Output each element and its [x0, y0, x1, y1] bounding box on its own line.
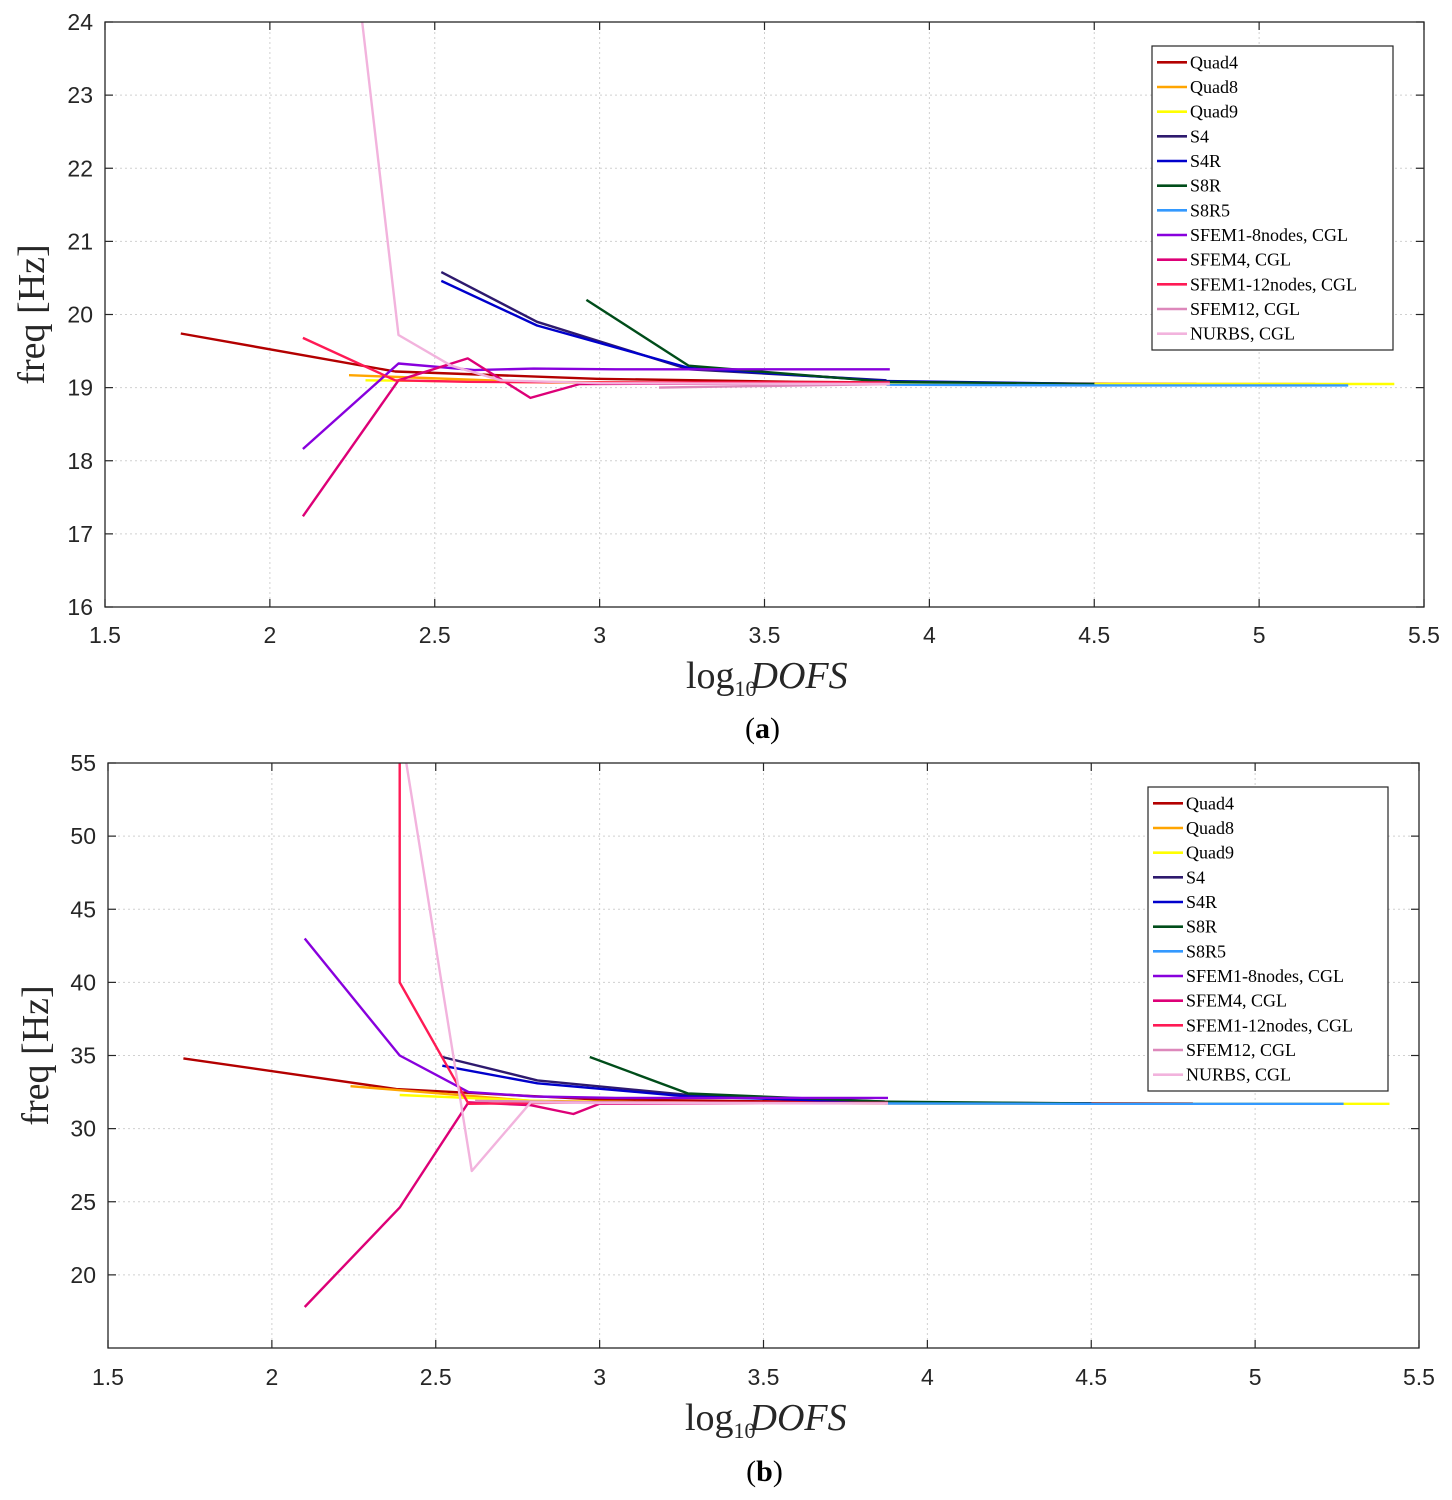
legend-label: Quad8	[1190, 77, 1238, 97]
legend-label: Quad8	[1186, 818, 1234, 838]
legend-label: SFEM12, CGL	[1186, 1040, 1296, 1060]
legend-label: S8R5	[1186, 941, 1226, 961]
x-tick-label: 2.5	[420, 1364, 452, 1390]
legend-label: S4	[1186, 867, 1205, 887]
x-tick-label: 5	[1253, 622, 1266, 648]
panel-caption: (a)	[745, 712, 780, 745]
series-line-7	[302, 362, 890, 450]
x-tick-label: 2	[263, 622, 276, 648]
x-tick-label: 4.5	[1078, 622, 1110, 648]
x-tick-label: 4.5	[1075, 1364, 1107, 1390]
x-tick-label: 4	[923, 622, 936, 648]
chart-panel-b: 1.5 2 2.5 3 3.5 4 4.5 5 5.5 20 25 30 35 40 45 50 55 log 10…	[15, 750, 1435, 1488]
legend-box	[1147, 786, 1389, 1092]
legend-label: S8R	[1190, 176, 1221, 196]
x-tick-label: 5.5	[1403, 1364, 1435, 1390]
series-line-11	[405, 763, 889, 1173]
chart-panel-a: 1.5 2 2.5 3 3.5 4 4.5 5 5.5 16 17 18 19 20 21 22 23 24 log…	[11, 9, 1440, 745]
legend-label: SFEM1-8nodes, CGL	[1190, 225, 1348, 245]
x-axis-label-subscript: 10	[734, 1418, 756, 1443]
x-tick-label: 2	[265, 1364, 278, 1390]
x-tick-label: 2.5	[419, 622, 451, 648]
y-tick-label: 45	[70, 896, 96, 922]
y-tick-label: 22	[67, 155, 93, 181]
legend-label: SFEM12, CGL	[1190, 299, 1300, 319]
y-tick-label: 35	[70, 1043, 96, 1069]
y-tick-label: 50	[70, 823, 96, 849]
legend-label: S4	[1190, 126, 1209, 146]
legend-label: Quad4	[1190, 52, 1238, 72]
y-tick-label: 30	[70, 1116, 96, 1142]
x-axis-label-log: log	[686, 655, 735, 697]
y-tick-label: 18	[67, 448, 93, 474]
x-tick-label: 3	[593, 1364, 606, 1390]
legend-label: S8R	[1186, 917, 1217, 937]
legend-label: Quad4	[1186, 793, 1234, 813]
legend-label: S8R5	[1190, 200, 1230, 220]
series-line-7	[303, 937, 888, 1100]
legend-label: SFEM4, CGL	[1190, 250, 1291, 270]
legend-label: SFEM1-8nodes, CGL	[1186, 966, 1344, 986]
legend: Quad4 Quad8 Quad9 S4 S4R S8R S8R5 SFEM1-8nodes,…	[1151, 45, 1394, 351]
legend-label: S4R	[1186, 892, 1217, 912]
x-tick-label: 3.5	[749, 622, 781, 648]
legend-label: Quad9	[1190, 102, 1238, 122]
x-axis-label-var: DOFS	[750, 655, 848, 697]
y-tick-label: 17	[67, 521, 93, 547]
y-tick-label: 20	[67, 302, 93, 328]
y-tick-label: 23	[67, 82, 93, 108]
series-line-11	[361, 22, 890, 386]
x-tick-label: 4	[921, 1364, 934, 1390]
series-group	[180, 22, 1395, 517]
x-tick-label: 3.5	[748, 1364, 780, 1390]
y-axis-label: freq [Hz]	[15, 985, 57, 1125]
x-tick-label: 5	[1249, 1364, 1262, 1390]
x-tick-label: 5.5	[1408, 622, 1440, 648]
series-line-5	[585, 298, 1095, 386]
x-axis-label-subscript: 10	[735, 676, 757, 701]
legend-box	[1151, 45, 1394, 351]
y-tick-label: 24	[67, 9, 93, 35]
legend-label: SFEM4, CGL	[1186, 991, 1287, 1011]
series-line-6	[886, 383, 1349, 387]
legend: Quad4 Quad8 Quad9 S4 S4R S8R S8R5 SFEM1-8nodes,…	[1147, 786, 1389, 1092]
x-tick-label: 3	[593, 622, 606, 648]
legend-label: S4R	[1190, 151, 1221, 171]
y-tick-label: 20	[70, 1262, 96, 1288]
y-tick-label: 55	[70, 750, 96, 776]
series-group	[183, 763, 1390, 1308]
y-axis-label: freq [Hz]	[11, 244, 53, 384]
legend-label: SFEM1-12nodes, CGL	[1190, 274, 1357, 294]
x-axis-label-log: log	[685, 1397, 734, 1439]
y-tick-label: 40	[70, 969, 96, 995]
y-tick-label: 19	[67, 375, 93, 401]
y-tick-label: 25	[70, 1189, 96, 1215]
legend-label: NURBS, CGL	[1186, 1065, 1291, 1085]
panel-caption: (b)	[746, 1455, 783, 1488]
legend-label: Quad9	[1186, 843, 1234, 863]
legend-label: NURBS, CGL	[1190, 324, 1295, 344]
x-tick-label: 1.5	[92, 1364, 124, 1390]
legend-label: SFEM1-12nodes, CGL	[1186, 1015, 1353, 1035]
y-tick-label: 21	[67, 228, 93, 254]
x-tick-label: 1.5	[89, 622, 121, 648]
y-tick-label: 16	[67, 594, 93, 620]
x-axis-label-var: DOFS	[749, 1397, 847, 1439]
